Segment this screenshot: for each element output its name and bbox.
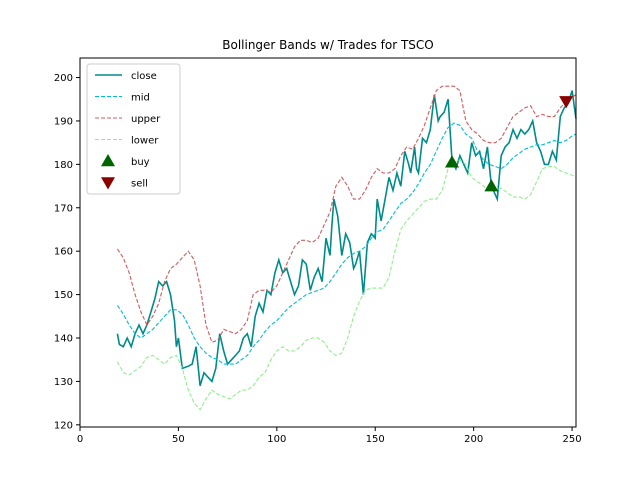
x-axis: 0 50 100 150 200 250: [77, 427, 582, 445]
y-tick-label-160: 160: [54, 247, 73, 258]
y-tick-label-190: 190: [54, 116, 73, 127]
lower-line: [116, 159, 577, 411]
plot-area-frame: [79, 57, 577, 428]
x-tick-label-50: 50: [172, 434, 185, 445]
y-tick-label-140: 140: [54, 334, 73, 345]
y-tick-label-170: 170: [54, 203, 73, 214]
legend-swatch-buy: [101, 154, 115, 167]
x-tick-label-150: 150: [366, 434, 385, 445]
sell-marker-1: [559, 96, 574, 109]
y-tick-label-150: 150: [54, 290, 73, 301]
mid-line: [116, 122, 577, 365]
legend-label-lower: lower: [131, 136, 159, 147]
x-tick-label-100: 100: [267, 434, 286, 445]
legend-label-upper: upper: [131, 114, 161, 125]
x-tick-label-200: 200: [464, 434, 483, 445]
legend-label-mid: mid: [131, 93, 150, 104]
x-tick-label-250: 250: [563, 434, 582, 445]
y-tick-label-120: 120: [54, 420, 73, 431]
chart-title: Bollinger Bands w/ Trades for TSCO: [222, 38, 433, 52]
legend-label-sell: sell: [131, 179, 148, 190]
close-line: [116, 90, 577, 387]
x-tick-label-0: 0: [77, 434, 83, 445]
legend: close mid upper lower buy sell: [86, 63, 181, 195]
marker-layer: [445, 96, 574, 192]
y-axis: 120 130 140 150 160 170 180 190 200: [54, 73, 80, 431]
legend-box: [86, 63, 181, 195]
series-layer: [116, 85, 577, 411]
upper-line: [116, 85, 577, 344]
y-tick-label-180: 180: [54, 160, 73, 171]
legend-swatch-sell: [101, 177, 115, 190]
legend-label-close: close: [131, 71, 157, 82]
y-tick-label-200: 200: [54, 73, 73, 84]
buy-marker-2: [484, 179, 499, 192]
legend-label-buy: buy: [131, 157, 150, 168]
y-tick-label-130: 130: [54, 377, 73, 388]
buy-marker-1: [445, 155, 459, 168]
